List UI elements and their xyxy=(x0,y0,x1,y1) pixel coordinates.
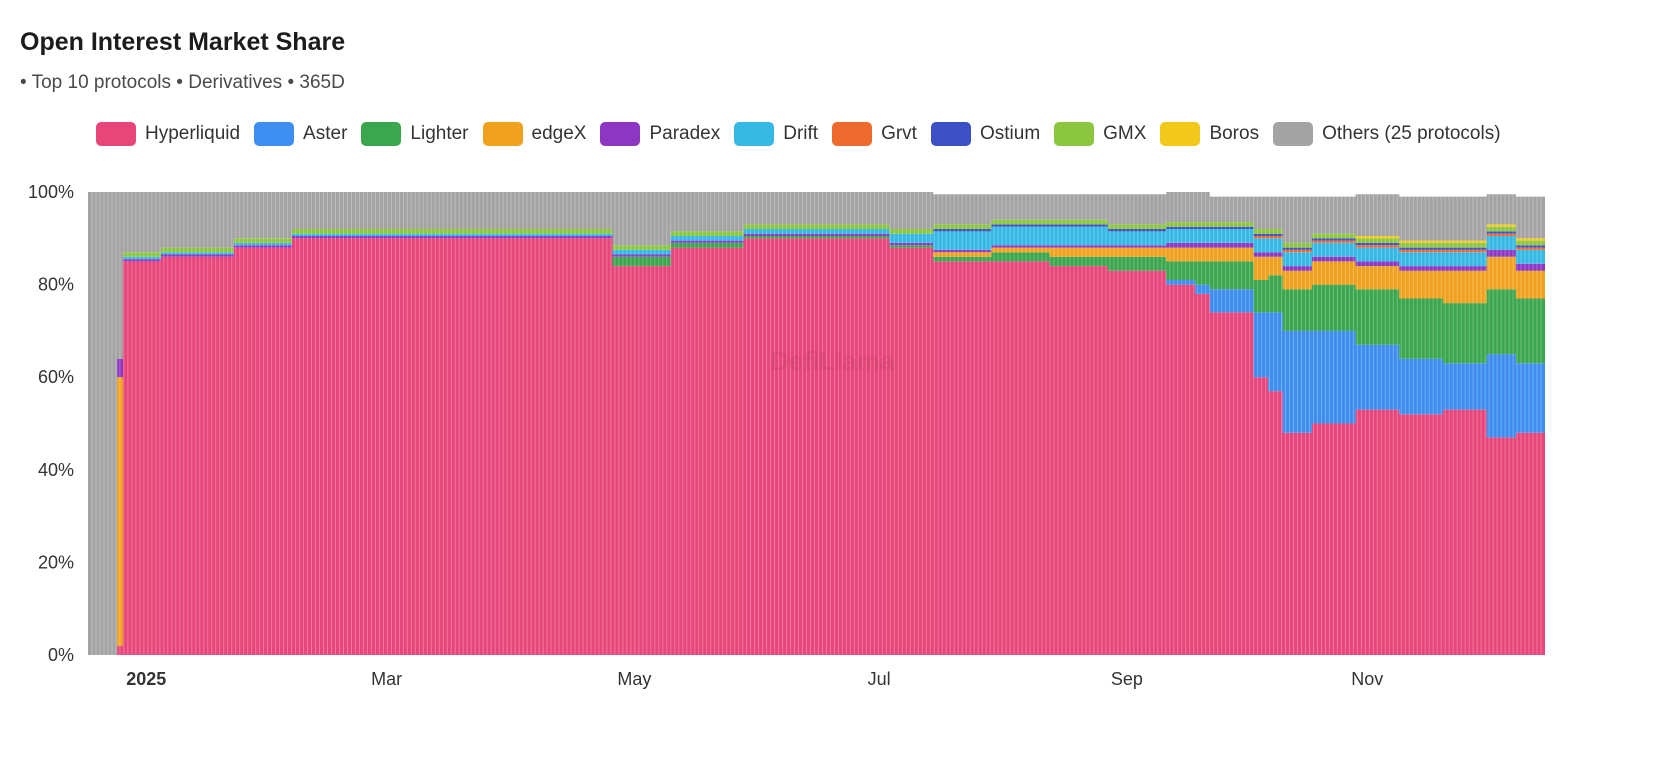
legend-label: Hyperliquid xyxy=(145,123,241,144)
legend-swatch xyxy=(1273,122,1314,146)
legend-item-ostium[interactable]: Ostium xyxy=(930,122,1041,146)
plot-area xyxy=(88,192,1545,656)
bar-stripes xyxy=(91,192,1542,655)
legend-item-hyperliquid[interactable]: Hyperliquid xyxy=(96,122,240,146)
x-tick-label: Nov xyxy=(1351,669,1383,689)
legend-label: Paradex xyxy=(649,123,721,144)
legend-swatch xyxy=(600,122,641,146)
legend-label: Grvt xyxy=(881,123,917,144)
legend-item-paradex[interactable]: Paradex xyxy=(600,122,720,146)
area-others-25-protocols xyxy=(88,192,1545,655)
y-tick-label: 80% xyxy=(38,275,74,295)
legend-label: edgeX xyxy=(531,123,587,144)
legend-item-lighter[interactable]: Lighter xyxy=(361,122,469,146)
y-tick-label: 60% xyxy=(38,367,74,387)
legend-swatch xyxy=(1054,122,1095,146)
area-edgex xyxy=(88,236,1545,655)
legend-swatch xyxy=(930,122,971,146)
legend-item-aster[interactable]: Aster xyxy=(254,122,347,146)
x-tick-label: 2025 xyxy=(126,669,166,689)
legend-swatch xyxy=(96,122,136,146)
x-axis: 2025 Mar May Jul Sep Nov xyxy=(126,669,1383,689)
legend-label: Drift xyxy=(783,123,819,144)
y-axis: 0% 20% 40% 60% 80% 100% xyxy=(28,182,74,665)
legend-swatch xyxy=(361,122,402,146)
legend-swatch xyxy=(832,122,873,146)
legend-item-boros[interactable]: Boros xyxy=(1160,122,1259,146)
y-tick-label: 40% xyxy=(38,460,74,480)
legend-item-gmx[interactable]: GMX xyxy=(1054,122,1146,146)
x-tick-label: Jul xyxy=(868,669,891,689)
legend-label: Others (25 protocols) xyxy=(1322,123,1501,144)
y-tick-label: 0% xyxy=(48,645,74,665)
x-tick-label: Sep xyxy=(1111,669,1143,689)
legend-label: GMX xyxy=(1103,123,1147,144)
watermark-text: DefiLlama xyxy=(770,346,895,376)
legend-item-drift[interactable]: Drift xyxy=(734,122,818,146)
x-tick-label: May xyxy=(617,669,651,689)
legend-swatch xyxy=(734,122,775,146)
legend-label: Boros xyxy=(1209,123,1260,144)
chart-title: Open Interest Market Share xyxy=(20,28,346,56)
legend-label: Lighter xyxy=(410,123,469,144)
chart-subtitle: • Top 10 protocols • Derivatives • 365D xyxy=(20,72,345,93)
x-tick-label: Mar xyxy=(371,669,402,689)
legend-swatch xyxy=(254,122,295,146)
y-tick-label: 100% xyxy=(28,182,74,202)
legend-swatch xyxy=(482,122,523,146)
y-tick-label: 20% xyxy=(38,552,74,572)
legend-label: Ostium xyxy=(979,123,1041,144)
legend-label: Aster xyxy=(303,123,348,144)
area-hyperliquid xyxy=(88,238,1545,656)
legend-item-edgex[interactable]: edgeX xyxy=(482,122,587,146)
legend-item-grvt[interactable]: Grvt xyxy=(832,122,917,146)
legend-item-others-25-protocols[interactable]: Others (25 protocols) xyxy=(1273,122,1501,146)
market-share-chart: DefiLlama 0% 20% 40% 60% 80% 100% 2025 Mar May J… xyxy=(28,182,1545,689)
legend-swatch xyxy=(1160,122,1201,146)
chart-legend: Hyperliquid Aster Lighter edgeX Paradex Drift… xyxy=(96,122,1515,146)
